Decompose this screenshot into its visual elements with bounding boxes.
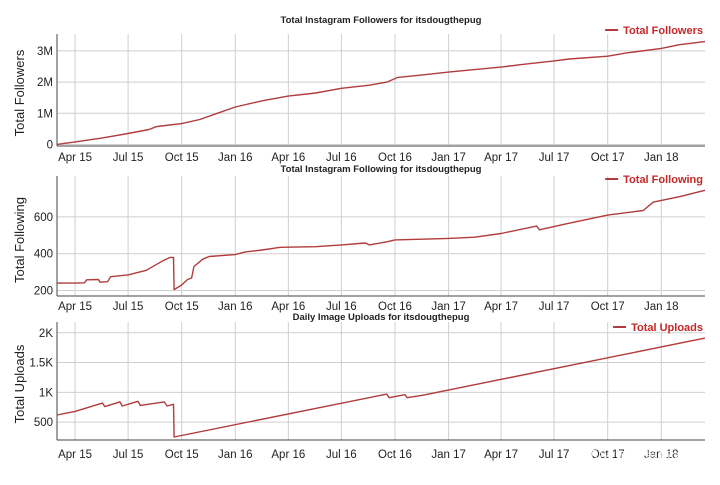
- x-tick-label: Jul 17: [539, 449, 570, 461]
- x-tick-label: Jan 17: [431, 449, 466, 461]
- x-tick-label: Apr 16: [271, 449, 305, 461]
- y-tick-label: 2K: [39, 328, 53, 340]
- legend: Total Following: [605, 174, 703, 186]
- x-tick-label: Oct 17: [591, 152, 625, 164]
- y-tick-label: 500: [34, 417, 53, 429]
- x-tick-label: Jan 16: [218, 449, 253, 461]
- x-tick-label: Jan 18: [644, 301, 679, 313]
- x-tick-label: Apr 15: [58, 152, 92, 164]
- x-tick-label: Apr 17: [484, 152, 518, 164]
- y-axis-label: Total Uploads: [12, 344, 27, 423]
- x-tick-label: Apr 17: [484, 449, 518, 461]
- legend-label: Total Uploads: [631, 322, 703, 334]
- y-tick-label: 3M: [37, 46, 53, 58]
- y-tick-label: 1M: [37, 108, 53, 120]
- x-tick-label: Jul 15: [113, 301, 144, 313]
- x-tick-label: Jan 16: [218, 301, 253, 313]
- x-tick-label: Oct 15: [165, 301, 199, 313]
- x-tick-label: Jul 17: [539, 301, 570, 313]
- y-tick-label: 0: [47, 139, 53, 151]
- series-line-total-followers: [56, 40, 706, 146]
- x-tick-label: Oct 16: [378, 301, 412, 313]
- series-line-total-following: [57, 189, 706, 291]
- x-tick-label: Apr 15: [58, 301, 92, 313]
- x-tick-label: Oct 17: [591, 301, 625, 313]
- x-tick-label: Oct 15: [165, 449, 199, 461]
- x-tick-label: Jul 16: [326, 152, 357, 164]
- legend: Total Followers: [605, 25, 703, 37]
- series-line-total-uploads: [56, 337, 706, 438]
- chart-title: Total Instagram Following for itsdougthe…: [281, 164, 482, 175]
- x-tick-label: Jan 18: [644, 449, 679, 461]
- x-tick-label: Jul 15: [113, 449, 144, 461]
- x-tick-label: Apr 17: [484, 301, 518, 313]
- chart-panel-2: Total Instagram Following for itsdougthe…: [12, 164, 706, 313]
- x-tick-label: Oct 16: [378, 449, 412, 461]
- y-tick-label: 1.5K: [29, 358, 53, 370]
- chart-title: Total Instagram Followers for itsdougthe…: [281, 15, 482, 26]
- legend-label: Total Followers: [623, 25, 703, 37]
- legend: Total Uploads: [613, 322, 703, 334]
- x-tick-label: Oct 15: [165, 152, 199, 164]
- legend-label: Total Following: [623, 174, 703, 186]
- chart-panel-3: Daily Image Uploads for itsdougthepug 500…: [12, 312, 706, 461]
- y-tick-label: 1K: [39, 387, 53, 399]
- x-tick-label: Jul 17: [539, 152, 570, 164]
- y-tick-label: 400: [34, 249, 53, 261]
- x-tick-label: Jul 16: [326, 449, 357, 461]
- x-tick-label: Apr 16: [271, 301, 305, 313]
- x-tick-label: Jan 17: [431, 152, 466, 164]
- x-tick-label: Jul 15: [113, 152, 144, 164]
- x-tick-label: Oct 16: [378, 152, 412, 164]
- x-tick-label: Oct 17: [591, 449, 625, 461]
- x-tick-label: Jan 17: [431, 301, 466, 313]
- x-tick-label: Apr 15: [58, 449, 92, 461]
- x-tick-label: Jan 16: [218, 152, 253, 164]
- y-axis-label: Total Followers: [12, 49, 27, 136]
- x-tick-label: Jan 18: [644, 152, 679, 164]
- y-tick-label: 200: [34, 285, 53, 297]
- y-tick-label: 2M: [37, 77, 53, 89]
- chart-panel-1: Total Instagram Followers for itsdougthe…: [12, 15, 706, 164]
- y-tick-label: 600: [34, 212, 53, 224]
- watermark-text: 知乎 @外贸技术佬: [584, 448, 700, 464]
- chart-title: Daily Image Uploads for itsdougthepug: [293, 312, 470, 323]
- x-tick-label: Jul 16: [326, 301, 357, 313]
- x-tick-label: Apr 16: [271, 152, 305, 164]
- y-axis-label: Total Following: [12, 197, 27, 283]
